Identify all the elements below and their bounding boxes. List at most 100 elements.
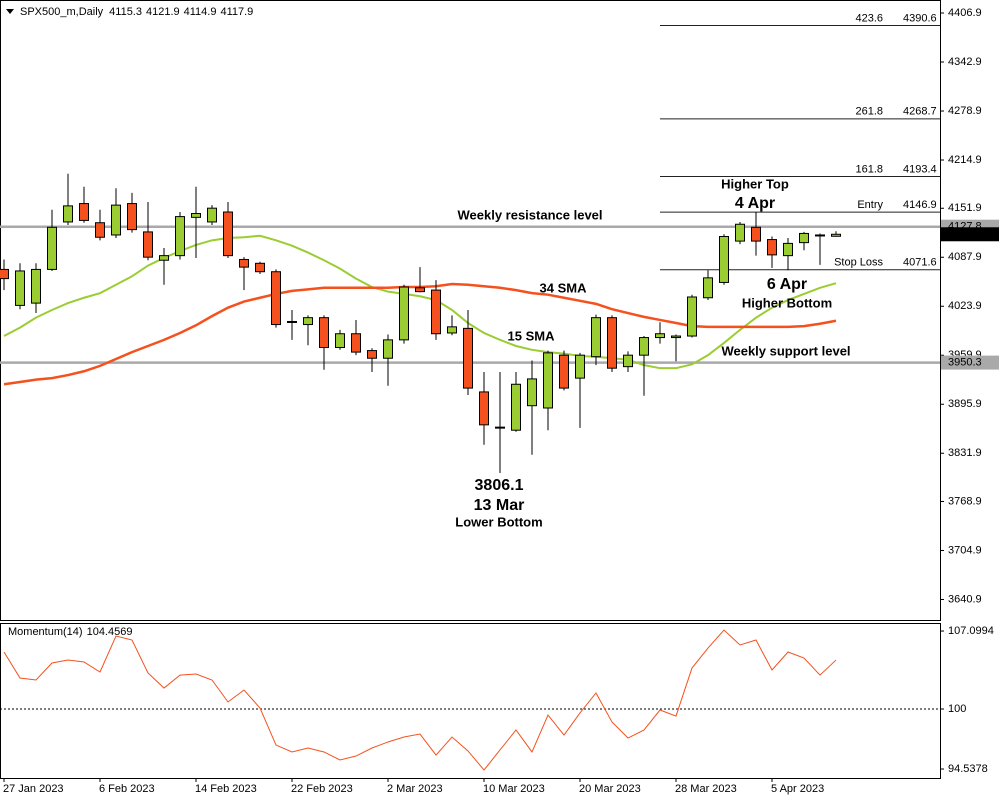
candle-body: [447, 326, 457, 334]
annotation: Higher Bottom: [742, 295, 832, 310]
main-panel: [0, 0, 941, 621]
candle-body: [623, 354, 633, 368]
candle-body: [63, 205, 73, 223]
x-tick-label: 28 Mar 2023: [675, 783, 737, 795]
candle-body: [255, 262, 265, 273]
x-tick-label: 14 Feb 2023: [195, 783, 257, 795]
candle-body: [815, 234, 825, 237]
symbol: SPX500_m,Daily: [20, 6, 104, 18]
candle-body: [95, 222, 105, 238]
menu-triangle[interactable]: [6, 9, 14, 14]
candle-body: [703, 277, 713, 299]
candle-body: [735, 223, 745, 242]
candle-body: [543, 352, 553, 409]
y-tick-label: 3768.9: [948, 495, 982, 507]
sma-label: 34 SMA: [540, 280, 588, 295]
y-tick-label: 4023.9: [948, 300, 982, 312]
y-tick-label: 4406.9: [948, 7, 982, 19]
candle-body: [191, 213, 201, 218]
fib-label: Stop Loss: [834, 257, 883, 269]
y-tick-label: 4342.9: [948, 56, 982, 68]
y-tick-label: 4214.9: [948, 154, 982, 166]
y-tick-label: 100: [948, 703, 966, 715]
candle-body: [47, 226, 57, 270]
candle-body: [511, 383, 521, 431]
candle-body: [143, 231, 153, 258]
price-box: [941, 227, 999, 242]
x-tick-label: 22 Feb 2023: [291, 783, 353, 795]
candle-body: [767, 239, 777, 256]
y-tick-label: 4151.9: [948, 202, 982, 214]
x-tick-label: 2 Mar 2023: [387, 783, 443, 795]
header-low: 4114.9: [184, 6, 217, 18]
fib-value: 4193.4: [903, 163, 937, 175]
candle-body: [287, 320, 297, 323]
indicator-panel: [0, 623, 941, 779]
sma-line: [3, 234, 837, 370]
momentum-line: [3, 629, 837, 771]
candle-body: [303, 317, 313, 326]
fib-value: 4146.9: [903, 199, 937, 211]
candle-body: [591, 317, 601, 358]
candle-body: [431, 289, 441, 335]
level-label: Weekly resistance level: [457, 207, 602, 222]
candle-body: [239, 258, 249, 268]
candle-body: [383, 339, 393, 359]
candle-body: [399, 286, 409, 341]
candle-body: [527, 378, 537, 407]
annotation: 13 Mar: [474, 497, 525, 514]
candle-body: [687, 296, 697, 337]
y-tick-label: 94.5378: [948, 763, 988, 775]
candle-body: [319, 317, 329, 349]
y-tick-label: 3640.9: [948, 593, 982, 605]
candle-body: [175, 216, 185, 257]
candle-body: [223, 211, 233, 257]
candle-body: [335, 333, 345, 349]
candle-body: [671, 335, 681, 339]
candle-body: [831, 233, 841, 237]
annotation: 4 Apr: [735, 195, 775, 212]
candle-body: [607, 317, 617, 369]
fib-value: 4390.6: [903, 12, 937, 24]
candle-body: [415, 287, 425, 293]
annotation: Lower Bottom: [455, 514, 542, 529]
x-tick-label: 27 Jan 2023: [3, 783, 64, 795]
candle-body: [79, 203, 89, 221]
x-tick-label: 10 Mar 2023: [483, 783, 545, 795]
candle-body: [111, 204, 121, 236]
annotation: Higher Top: [721, 176, 789, 191]
fib-label: 161.8: [855, 163, 883, 175]
y-tick-label: 4278.9: [948, 105, 982, 117]
header-open: 4115.3: [109, 6, 142, 18]
header-high: 4121.9: [146, 6, 180, 18]
candle-body: [799, 232, 809, 244]
chart-header: SPX500_m,Daily 4115.3 4121.9 4114.9 4117.9: [20, 6, 253, 18]
candle-body: [495, 426, 505, 429]
candle-body: [351, 333, 361, 353]
candle-body: [655, 333, 665, 339]
fib-value: 4071.6: [903, 257, 937, 269]
x-tick-label: 20 Mar 2023: [579, 783, 641, 795]
annotation: 3806.1: [475, 477, 524, 494]
header-close: 4117.9: [220, 6, 253, 18]
candle-body: [0, 268, 9, 280]
indicator-value: 104.4569: [87, 626, 133, 638]
fib-label: Entry: [857, 199, 883, 211]
sma-label: 15 SMA: [508, 328, 556, 343]
fib-label: 423.6: [855, 12, 883, 24]
level-box-label: 3950.3: [948, 357, 982, 369]
x-tick-label: 6 Feb 2023: [99, 783, 155, 795]
indicator-header: Momentum(14) 104.4569: [8, 626, 132, 638]
y-tick-label: 107.0994: [948, 625, 994, 637]
candle-body: [783, 242, 793, 257]
candle-body: [719, 236, 729, 283]
candle-body: [575, 354, 585, 379]
y-tick-label: 4087.9: [948, 251, 982, 263]
candle-body: [463, 327, 473, 389]
y-tick-label: 3831.9: [948, 447, 982, 459]
fib-label: 261.8: [855, 106, 883, 118]
candle-body: [559, 354, 569, 389]
annotation: 6 Apr: [767, 276, 807, 293]
candle-body: [159, 255, 169, 261]
